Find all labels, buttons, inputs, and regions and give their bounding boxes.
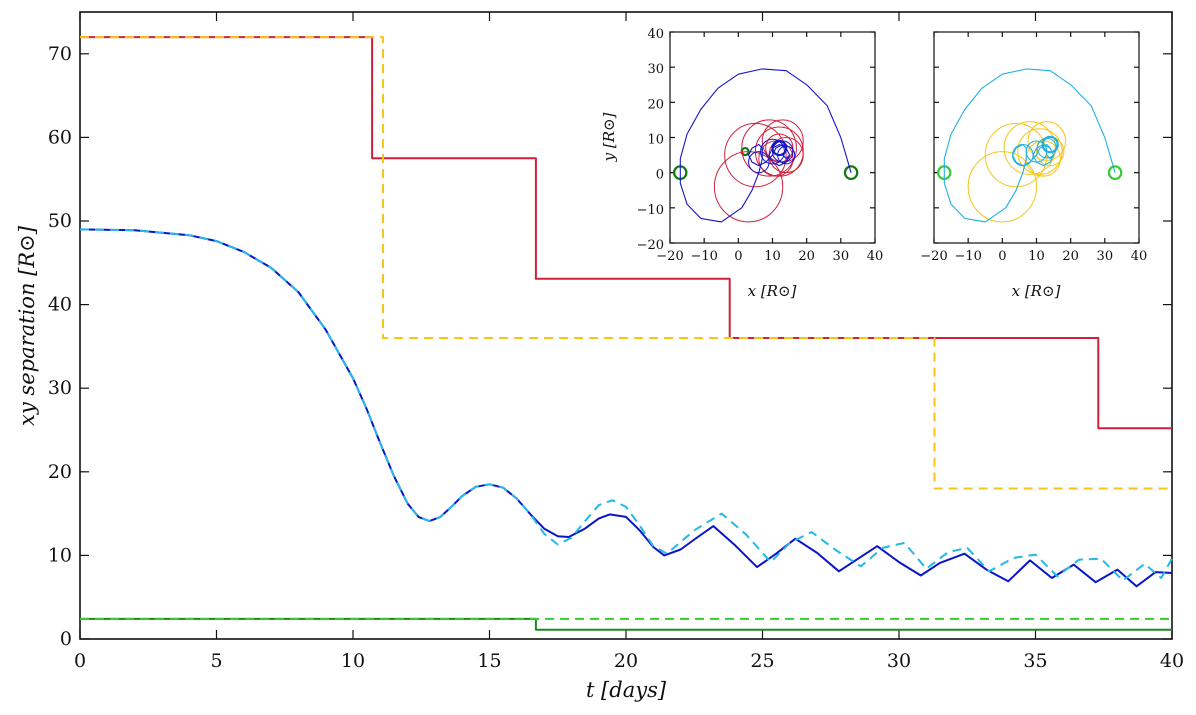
main-y-tick-label: 60	[48, 126, 72, 148]
inset-left-y-tick-label: −20	[637, 238, 664, 253]
inset-left-y-tick-label: 30	[647, 62, 664, 77]
inset-right-x-tick-label: 40	[1131, 249, 1148, 264]
main-x-tick-label: 40	[1160, 650, 1184, 672]
inset-left-x-tick-label: −20	[656, 249, 683, 264]
inset-left-x-tick-label: −10	[690, 249, 717, 264]
inset-right-trajectory-line	[943, 68, 1116, 223]
inset-left-x-tick-label: 0	[734, 249, 742, 264]
inset-right-x-tick-label: −20	[920, 249, 947, 264]
inset-right-x-tick-label: 30	[1097, 249, 1114, 264]
inset-left-x-tick-label: 40	[867, 249, 884, 264]
inset-left-orbit-circle	[741, 119, 797, 177]
inset-left-frame	[669, 31, 876, 244]
series-line-1	[79, 228, 1173, 582]
main-x-tick-label: 20	[614, 650, 638, 672]
main-y-tick-label: 30	[48, 377, 72, 399]
main-x-axis-title: t [days]	[586, 678, 667, 702]
inset-left-trajectory-line	[679, 68, 852, 223]
main-x-tick-label: 10	[341, 650, 365, 672]
main-y-tick-label: 0	[60, 628, 72, 650]
main-x-tick-label: 30	[887, 650, 911, 672]
inset-left-y-tick-label: 40	[647, 27, 664, 42]
inset-right-x-axis-title: x [R⊙]	[1012, 282, 1061, 300]
main-y-tick-label: 20	[48, 461, 72, 483]
inset-left-x-tick-label: 20	[798, 249, 815, 264]
inset-right-x-tick-label: −10	[954, 249, 981, 264]
inset-right-x-tick-label: 0	[998, 249, 1006, 264]
inset-left-plot: −20 −10 0 10 20 30 40 −20 −10 0 10 20 30 40 x [R⊙] y …	[600, 27, 883, 300]
inset-left-x-axis-title: x [R⊙]	[748, 282, 797, 300]
main-y-axis-title: xy separation [R⊙]	[15, 225, 39, 426]
inset-right-plot: −20 −10 0 10 20 30 40 x [R⊙]	[920, 31, 1148, 300]
series-line-4	[80, 617, 1172, 631]
main-x-tick-label: 5	[210, 650, 222, 672]
inset-left-content: −20 −10 0 10 20 30 40 −20 −10 0 10 20 30 40	[637, 27, 884, 264]
main-series	[79, 36, 1173, 631]
inset-right-orbit-circle	[984, 122, 1048, 188]
series-line-0	[79, 228, 1173, 588]
main-y-tick-label: 70	[48, 43, 72, 65]
inset-right-background	[934, 32, 1139, 243]
inset-right-orbit-circle	[1003, 121, 1056, 175]
inset-left-y-tick-label: −10	[637, 203, 664, 218]
main-x-tick-label: 0	[74, 650, 86, 672]
inset-right-x-tick-label: 20	[1062, 249, 1079, 264]
main-x-tick-label: 15	[477, 650, 501, 672]
inset-left-orbit-circle	[713, 151, 784, 223]
main-x-tick-label: 25	[750, 650, 774, 672]
inset-right-content: −20 −10 0 10 20 30 40	[920, 31, 1148, 264]
main-y-tick-label: 10	[48, 544, 72, 566]
inset-right-orbit-circle	[1027, 121, 1067, 161]
main-x-tick-label: 35	[1023, 650, 1047, 672]
inset-right-orbit-circle	[1107, 165, 1123, 181]
inset-left-x-tick-label: 30	[833, 249, 850, 264]
inset-right-x-tick-label: 10	[1028, 249, 1045, 264]
main-y-tick-label: 50	[48, 210, 72, 232]
inset-left-orbit-circle	[843, 165, 859, 181]
inset-left-x-tick-label: 10	[764, 249, 781, 264]
inset-right-orbit-circle	[967, 151, 1037, 223]
main-ticks: 0 5 10 15 20 25 30 35 40 0 10 20 30 40 50 60 70	[48, 12, 1184, 672]
main-y-tick-label: 40	[48, 294, 72, 316]
series-line-2	[80, 36, 1172, 430]
inset-left-y-tick-label: 0	[656, 168, 664, 183]
inset-left-y-tick-label: 10	[647, 133, 664, 148]
inset-left-y-axis-title: y [R⊙]	[600, 112, 618, 162]
inset-right-frame	[933, 31, 1140, 244]
inset-left-y-tick-label: 20	[647, 97, 664, 112]
